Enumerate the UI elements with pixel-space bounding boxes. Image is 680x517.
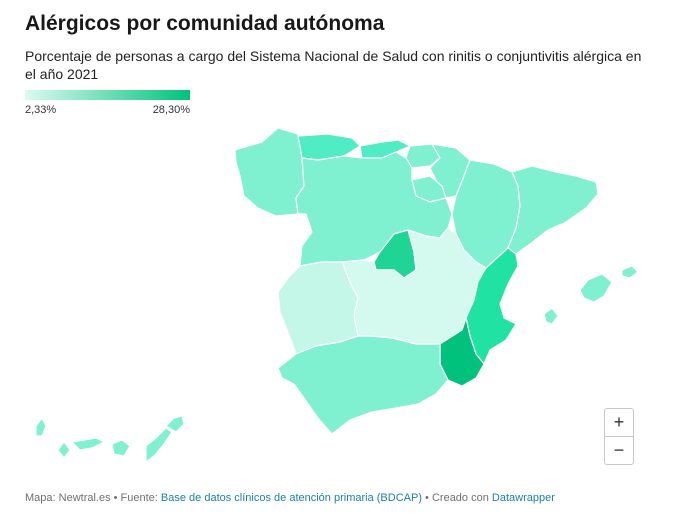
region-canarias-gran-canaria[interactable]: Canarias bbox=[111, 439, 131, 457]
source-link[interactable]: Base de datos clínicos de atención prima… bbox=[160, 492, 422, 504]
region-canarias-tenerife[interactable]: Canarias bbox=[71, 437, 105, 451]
region-canarias-lanzarote[interactable]: Canarias bbox=[165, 415, 185, 433]
region-canarias-la-palma[interactable]: Canarias bbox=[57, 441, 71, 459]
color-legend: 2,33% 28,30% bbox=[25, 90, 190, 116]
region-canarias-el-hierro[interactable]: Canarias bbox=[35, 417, 47, 437]
legend-min-label: 2,33% bbox=[25, 104, 57, 116]
region-galicia[interactable]: Galicia bbox=[234, 127, 305, 217]
region-asturias[interactable]: Asturias bbox=[297, 133, 361, 161]
zoom-controls: + − bbox=[604, 408, 634, 465]
region-andalucia[interactable]: Andalucía bbox=[277, 335, 449, 435]
region-islas-baleares-menorca[interactable]: Islas Baleares bbox=[621, 265, 639, 279]
zoom-in-button[interactable]: + bbox=[613, 412, 625, 432]
chart-footer: Mapa: Newtral.es • Fuente: Base de datos… bbox=[25, 492, 555, 504]
region-canarias-fuerteventura[interactable]: Canarias bbox=[145, 427, 173, 463]
footer-created-with: • Creado con bbox=[422, 492, 492, 504]
zoom-out-button[interactable]: − bbox=[605, 436, 633, 464]
region-cataluna[interactable]: Cataluña bbox=[507, 165, 599, 255]
spain-choropleth-map: Galicia Asturias Cantabria País Vasco Na… bbox=[35, 127, 639, 463]
legend-gradient-bar bbox=[25, 90, 190, 100]
region-islas-baleares[interactable]: Islas Baleares bbox=[579, 273, 613, 303]
legend-max-label: 28,30% bbox=[152, 104, 190, 116]
footer-credits: Mapa: Newtral.es • Fuente: bbox=[25, 492, 161, 504]
chart-subtitle: Porcentaje de personas a cargo del Siste… bbox=[25, 48, 642, 82]
region-islas-baleares-ibiza[interactable]: Islas Baleares bbox=[543, 307, 559, 325]
region-comunidad-valenciana[interactable]: Comunidad Valenciana bbox=[465, 247, 519, 365]
chart-title: Alérgicos por comunidad autónoma bbox=[25, 12, 385, 35]
datawrapper-link[interactable]: Datawrapper bbox=[491, 492, 555, 504]
